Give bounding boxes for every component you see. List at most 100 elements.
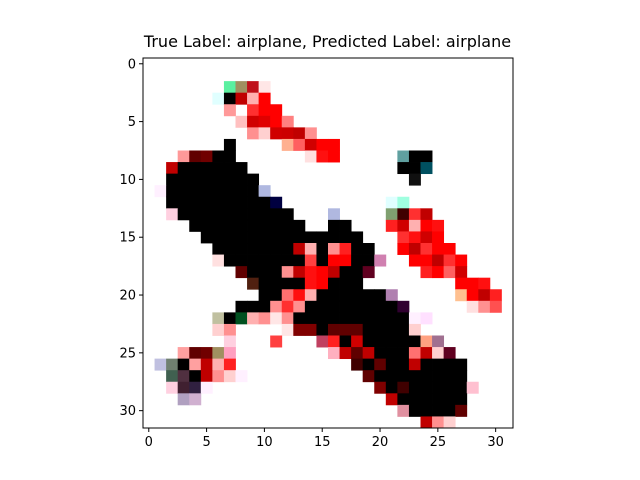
image-pixel <box>328 231 340 244</box>
image-pixel <box>432 393 445 406</box>
image-pixel <box>408 208 421 221</box>
image-pixel <box>374 370 387 383</box>
image-pixel <box>362 266 375 279</box>
image-pixel <box>166 196 179 209</box>
image-pixel <box>351 312 364 325</box>
image-pixel <box>189 381 202 394</box>
image-pixel <box>223 92 236 105</box>
image-pixel <box>235 173 248 186</box>
image-pixel <box>235 370 248 383</box>
image-pixel <box>258 243 271 255</box>
image-pixel <box>397 381 410 394</box>
image-pixel <box>478 289 491 302</box>
image-pixel <box>304 127 317 140</box>
image-pixel <box>408 370 421 383</box>
image-pixel <box>189 173 202 186</box>
image-pixel <box>200 150 213 163</box>
image-pixel <box>397 300 410 313</box>
image-pixel <box>281 243 294 255</box>
image-pixel <box>316 150 329 163</box>
image-pixel <box>316 254 329 267</box>
image-pixel <box>212 243 225 255</box>
image-pixel <box>304 254 317 267</box>
image-pixel <box>397 404 410 417</box>
image-pixel <box>200 162 213 175</box>
image-pixel <box>466 277 479 290</box>
image-pixel <box>420 347 433 360</box>
axes-frame <box>142 57 514 429</box>
image-pixel <box>408 312 421 325</box>
image-pixel <box>316 266 329 279</box>
image-pixel <box>154 358 167 371</box>
image-pixel <box>455 277 468 290</box>
image-pixel <box>316 289 329 302</box>
image-pixel <box>177 370 190 383</box>
image-pixel <box>166 208 179 221</box>
image-pixel <box>270 231 283 244</box>
image-pixel <box>281 219 294 232</box>
image-pixel <box>432 404 445 417</box>
image-pixel <box>420 150 433 163</box>
image-pixel <box>385 289 398 302</box>
image-pixel <box>443 416 456 429</box>
image-pixel <box>247 254 260 267</box>
image-pixel <box>235 208 248 221</box>
image-pixel <box>420 370 433 383</box>
y-tick-label: 30 <box>119 404 136 419</box>
image-pixel <box>385 381 398 394</box>
image-pixel <box>281 254 294 267</box>
image-pixel <box>189 370 202 383</box>
image-pixel <box>223 312 236 325</box>
image-pixel <box>247 173 260 186</box>
image-pixel <box>223 243 236 255</box>
image-pixel <box>328 208 340 221</box>
image-pixel <box>420 358 433 371</box>
image-pixel <box>189 185 202 198</box>
image-pixel <box>212 347 225 360</box>
image-pixel <box>235 219 248 232</box>
image-pixel <box>362 370 375 383</box>
image-pixel <box>339 323 352 336</box>
image-pixel <box>200 370 213 383</box>
image-pixel <box>443 358 456 371</box>
image-pixel <box>455 266 468 279</box>
image-pixel <box>177 393 190 406</box>
image-pixel <box>420 219 433 232</box>
image-pixel <box>466 289 479 302</box>
image-pixel <box>293 254 306 267</box>
image-pixel <box>235 266 248 279</box>
image-pixel <box>397 358 410 371</box>
image-pixel <box>304 312 317 325</box>
image-pixel <box>200 185 213 198</box>
image-pixel <box>235 92 248 105</box>
image-pixel <box>270 266 283 279</box>
image-pixel <box>212 173 225 186</box>
image-pixel <box>362 300 375 313</box>
image-pixel <box>339 243 352 255</box>
image-pixel <box>247 243 260 255</box>
image-pixel <box>189 150 202 163</box>
image-pixel <box>304 231 317 244</box>
image-pixel <box>212 92 225 105</box>
image-pixel <box>304 150 317 163</box>
image-pixel <box>223 162 236 175</box>
image-pixel <box>200 381 213 394</box>
image-pixel <box>351 289 364 302</box>
image-pixel <box>258 185 271 198</box>
image-pixel <box>351 358 364 371</box>
image-pixel <box>408 243 421 255</box>
image-pixel <box>328 219 340 232</box>
image-pixel <box>385 358 398 371</box>
image-pixel <box>351 254 364 267</box>
image-pixel <box>408 254 421 267</box>
image-pixel <box>247 92 260 105</box>
image-pixel <box>328 300 340 313</box>
image-pixel <box>177 358 190 371</box>
image-pixel <box>443 393 456 406</box>
image-pixel <box>328 277 340 290</box>
image-pixel <box>408 381 421 394</box>
image-pixel <box>166 358 179 371</box>
image-pixel <box>466 300 479 313</box>
image-pixel <box>408 150 421 163</box>
